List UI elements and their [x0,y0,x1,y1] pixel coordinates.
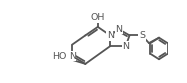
Text: N: N [107,31,114,40]
Text: OH: OH [91,13,105,22]
Text: N: N [115,25,122,34]
Text: S: S [139,31,145,40]
Text: N: N [122,42,129,51]
Text: HO: HO [53,52,67,61]
Text: N: N [69,52,76,61]
